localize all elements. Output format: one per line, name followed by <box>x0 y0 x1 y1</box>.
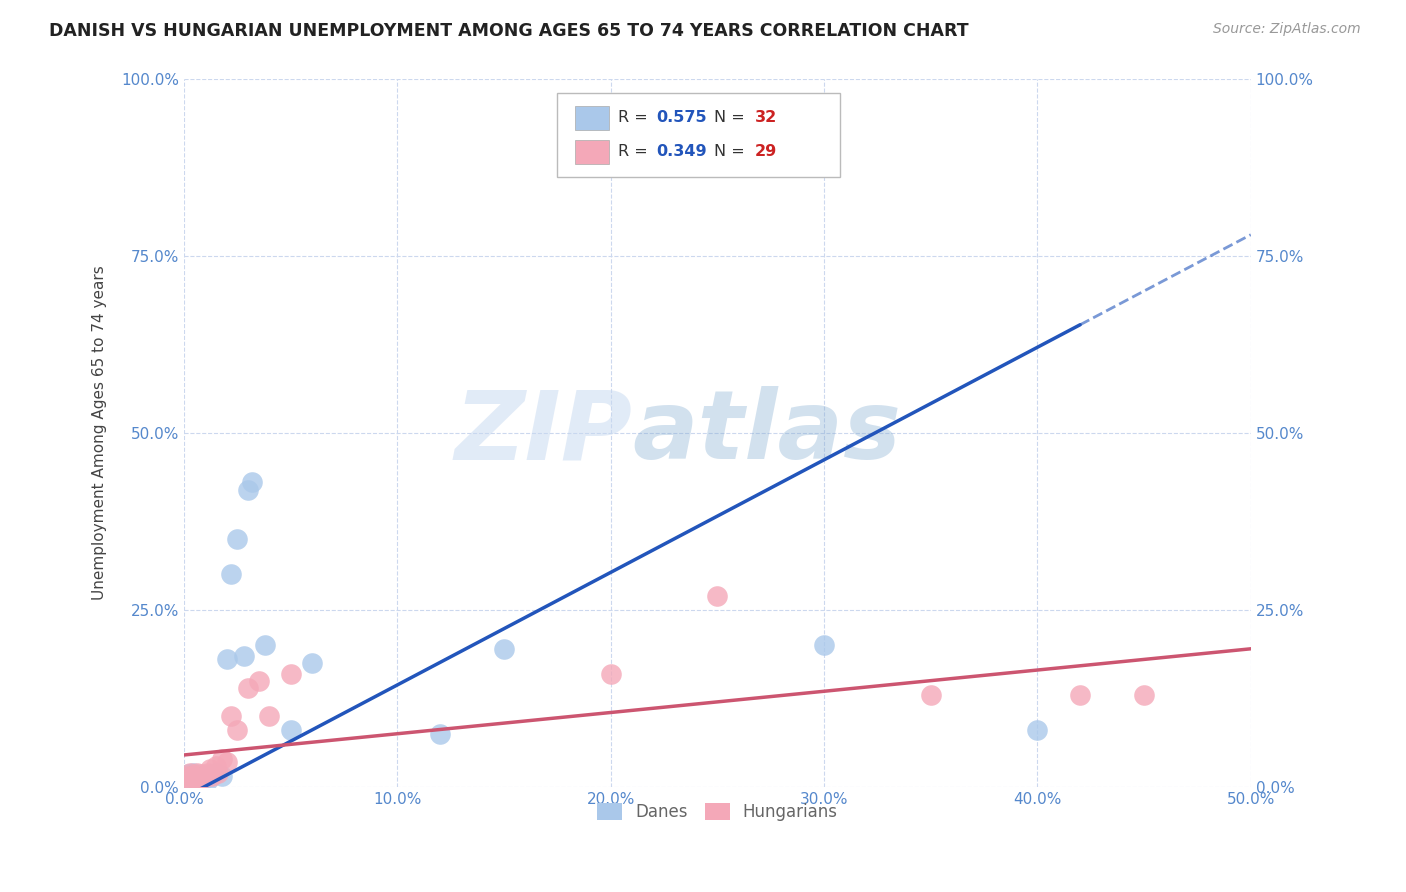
Point <box>193 772 215 786</box>
Point <box>177 769 200 783</box>
Point <box>184 769 207 783</box>
Point <box>201 769 224 783</box>
Point <box>280 723 302 738</box>
Point <box>188 774 211 789</box>
Point <box>813 638 835 652</box>
Point <box>179 774 201 789</box>
Point <box>280 666 302 681</box>
Point <box>259 709 281 723</box>
Point <box>211 769 233 783</box>
Text: R =: R = <box>619 111 654 126</box>
Point <box>186 765 208 780</box>
Point <box>197 765 219 780</box>
Point <box>1133 688 1156 702</box>
Point <box>177 776 200 790</box>
Point <box>179 769 201 783</box>
Text: 0.349: 0.349 <box>657 145 707 160</box>
FancyBboxPatch shape <box>557 93 841 177</box>
Legend: Danes, Hungarians: Danes, Hungarians <box>589 795 846 830</box>
Point <box>201 767 224 781</box>
Point <box>1026 723 1049 738</box>
Point <box>194 772 217 786</box>
Point <box>205 765 228 780</box>
FancyBboxPatch shape <box>575 106 609 130</box>
Text: R =: R = <box>619 145 654 160</box>
Text: N =: N = <box>714 111 751 126</box>
Point <box>1069 688 1091 702</box>
Point <box>211 751 233 765</box>
Point <box>226 723 249 738</box>
Point <box>177 767 200 781</box>
Text: 32: 32 <box>755 111 778 126</box>
Point <box>226 532 249 546</box>
Point <box>920 688 942 702</box>
Text: N =: N = <box>714 145 751 160</box>
Point <box>190 772 212 787</box>
Point <box>215 755 238 769</box>
Point <box>193 769 215 783</box>
Point <box>188 772 211 787</box>
Point <box>179 774 201 789</box>
Text: ZIP: ZIP <box>454 386 633 479</box>
Point <box>236 483 259 497</box>
Point <box>219 567 242 582</box>
Text: atlas: atlas <box>633 386 901 479</box>
Point <box>184 772 207 786</box>
Point <box>179 765 201 780</box>
Point <box>219 709 242 723</box>
Point <box>494 641 516 656</box>
Point <box>198 762 221 776</box>
Point <box>181 772 204 786</box>
Point <box>194 769 217 783</box>
Point <box>205 758 228 772</box>
Point <box>198 769 221 783</box>
Point <box>301 656 323 670</box>
Point <box>240 475 263 490</box>
Point <box>174 772 197 787</box>
Point <box>215 652 238 666</box>
Point <box>254 638 277 652</box>
Point <box>181 765 204 780</box>
Point <box>599 666 621 681</box>
Point <box>247 673 270 688</box>
Point <box>207 765 229 780</box>
Text: Source: ZipAtlas.com: Source: ZipAtlas.com <box>1213 22 1361 37</box>
Text: DANISH VS HUNGARIAN UNEMPLOYMENT AMONG AGES 65 TO 74 YEARS CORRELATION CHART: DANISH VS HUNGARIAN UNEMPLOYMENT AMONG A… <box>49 22 969 40</box>
Y-axis label: Unemployment Among Ages 65 to 74 years: Unemployment Among Ages 65 to 74 years <box>93 266 107 600</box>
Point <box>186 772 208 786</box>
Point <box>232 648 254 663</box>
Point <box>706 589 728 603</box>
Point <box>184 774 207 789</box>
Point <box>181 769 204 783</box>
Point <box>197 772 219 787</box>
FancyBboxPatch shape <box>575 140 609 164</box>
Point <box>174 772 197 787</box>
Text: 29: 29 <box>755 145 778 160</box>
Point <box>429 727 451 741</box>
Text: 0.575: 0.575 <box>657 111 707 126</box>
Point <box>190 767 212 781</box>
Point <box>236 681 259 695</box>
